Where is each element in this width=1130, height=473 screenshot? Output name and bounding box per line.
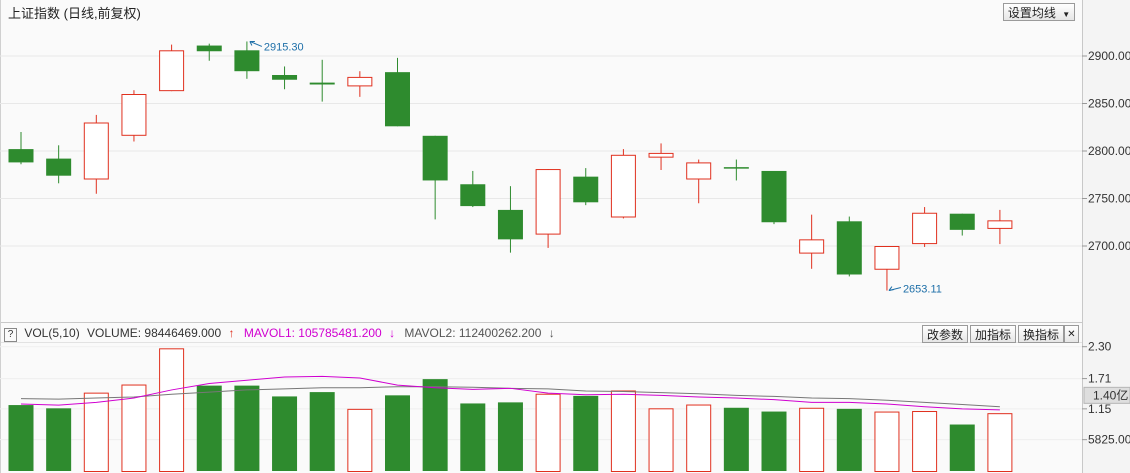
volume-marker-label: 1.40亿 xyxy=(1093,387,1128,402)
candle-body-up[interactable] xyxy=(874,246,900,270)
mavol1-value: MAVOL1: 105785481.200 xyxy=(243,326,382,340)
candle-body-down[interactable] xyxy=(46,158,72,176)
ma-settings-button[interactable]: 设置均线 ▼ xyxy=(1003,3,1075,21)
price-tick-label: 2800.00 xyxy=(1088,144,1130,158)
volume-bar-up[interactable] xyxy=(987,413,1013,472)
candle-body-up[interactable] xyxy=(799,239,825,254)
chevron-down-icon: ▼ xyxy=(1062,10,1071,19)
modify-params-button[interactable]: 改参数 xyxy=(922,325,968,343)
volume-bar-down[interactable] xyxy=(272,396,298,471)
candle-body-up[interactable] xyxy=(121,94,147,136)
volume-bar-up[interactable] xyxy=(347,408,373,473)
help-icon[interactable]: ? xyxy=(4,328,17,342)
volume-bar-up[interactable] xyxy=(648,408,674,472)
candle-body-down[interactable] xyxy=(723,167,749,169)
volume-bar-down[interactable] xyxy=(460,403,486,471)
volume-bar-down[interactable] xyxy=(422,379,448,471)
volume-bar-down[interactable] xyxy=(949,424,975,471)
mavol2-arrow-icon: ↓ xyxy=(548,326,555,340)
price-panel xyxy=(0,0,1082,322)
candle-body-up[interactable] xyxy=(347,76,373,87)
volume-value: VOLUME: 98446469.000 xyxy=(87,326,222,340)
volume-bar-down[interactable] xyxy=(8,405,34,471)
candle-body-down[interactable] xyxy=(422,135,448,181)
volume-bar-down[interactable] xyxy=(46,408,72,471)
candle-body-down[interactable] xyxy=(8,149,34,163)
swap-indicator-button[interactable]: 换指标 xyxy=(1018,325,1064,343)
volume-tick-label: 2.30 xyxy=(1088,340,1112,354)
close-icon[interactable]: ✕ xyxy=(1064,325,1079,343)
candle-body-down[interactable] xyxy=(460,184,486,207)
candle-body-down[interactable] xyxy=(272,75,298,80)
volume-bar-up[interactable] xyxy=(799,407,825,472)
candle-body-up[interactable] xyxy=(535,169,561,235)
candle-body-down[interactable] xyxy=(761,170,787,223)
volume-tick-label: 5825.00 xyxy=(1088,433,1130,447)
volume-bar-down[interactable] xyxy=(385,395,410,471)
volume-bar-up[interactable] xyxy=(686,404,712,472)
candle-body-down[interactable] xyxy=(196,45,222,52)
volume-bar-up[interactable] xyxy=(83,392,109,473)
candle-body-down[interactable] xyxy=(949,213,975,230)
candle-body-up[interactable] xyxy=(610,154,636,218)
mavol1-line xyxy=(20,375,1000,411)
volume-bar-up[interactable] xyxy=(912,411,938,472)
add-indicator-button[interactable]: 加指标 xyxy=(970,325,1016,343)
candle-body-up[interactable] xyxy=(686,162,712,180)
candle-body-up[interactable] xyxy=(912,212,938,245)
volume-bar-up[interactable] xyxy=(535,393,561,472)
low-price-label: 2653.11 xyxy=(903,284,942,296)
candle-body-down[interactable] xyxy=(309,82,335,85)
price-tick-label: 2750.00 xyxy=(1088,192,1130,206)
volume-bar-down[interactable] xyxy=(234,385,260,471)
volume-indicator-bar: ? VOL(5,10) VOLUME: 98446469.000 ↑ MAVOL… xyxy=(4,324,559,342)
candle-body-up[interactable] xyxy=(648,152,674,158)
volume-bar-down[interactable] xyxy=(836,408,862,471)
price-tick-label: 2850.00 xyxy=(1088,97,1130,111)
high-price-label: 2915.30 xyxy=(264,41,304,53)
low-arrow-icon xyxy=(888,286,895,292)
volume-arrow-icon: ↑ xyxy=(228,326,235,340)
volume-bar-down[interactable] xyxy=(497,402,523,471)
mavol1-arrow-icon: ↓ xyxy=(389,326,396,340)
volume-tick-label: 1.71 xyxy=(1088,372,1112,386)
candle-body-down[interactable] xyxy=(573,176,599,203)
candle-body-up[interactable] xyxy=(83,122,109,180)
candle-body-down[interactable] xyxy=(234,50,260,72)
volume-bar-down[interactable] xyxy=(723,407,749,471)
price-tick-label: 2900.00 xyxy=(1088,49,1130,63)
indicator-name: VOL(5,10) xyxy=(24,326,80,340)
candle-body-down[interactable] xyxy=(836,221,862,275)
volume-bar-down[interactable] xyxy=(573,395,599,471)
candle-body-down[interactable] xyxy=(497,209,523,240)
volume-bar-down[interactable] xyxy=(309,392,335,471)
ma-settings-label: 设置均线 xyxy=(1007,6,1056,20)
volume-bar-up[interactable] xyxy=(159,348,185,472)
candle-body-up[interactable] xyxy=(159,50,185,92)
high-marker-line xyxy=(249,41,263,47)
volume-bar-up[interactable] xyxy=(874,411,900,472)
volume-marker-box xyxy=(1083,386,1130,404)
high-arrow-icon xyxy=(249,40,255,46)
candle-body-up[interactable] xyxy=(987,220,1013,229)
volume-bar-down[interactable] xyxy=(196,385,222,471)
volume-bar-up[interactable] xyxy=(610,390,636,472)
mavol2-value: MAVOL2: 112400262.200 xyxy=(404,326,542,340)
candle-body-down[interactable] xyxy=(385,72,410,127)
price-tick-label: 2700.00 xyxy=(1088,239,1130,253)
volume-tick-label: 1.15 xyxy=(1088,402,1112,416)
chart-title: 上证指数 (日线,前复权) xyxy=(8,6,141,21)
volume-bar-down[interactable] xyxy=(761,411,787,471)
